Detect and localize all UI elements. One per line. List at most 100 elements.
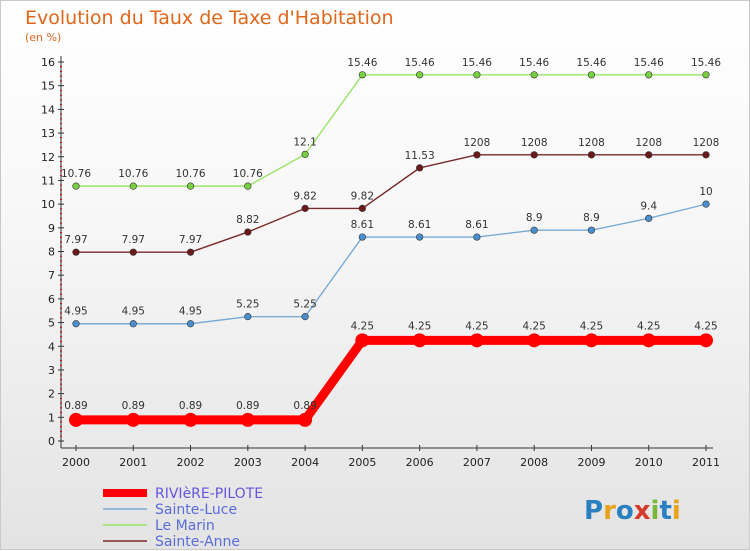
x-tick-label: 2003 <box>234 456 262 469</box>
data-point <box>298 412 313 427</box>
data-label: 10.76 <box>233 168 263 180</box>
data-label: 1208 <box>521 137 548 149</box>
logo-letter: o <box>616 496 634 526</box>
data-point <box>186 182 195 190</box>
data-label: 4.95 <box>64 306 87 318</box>
data-point <box>240 412 255 427</box>
data-point <box>358 71 366 79</box>
data-label: 4.25 <box>408 320 431 332</box>
data-point <box>72 248 80 256</box>
data-label: 0.89 <box>179 400 202 412</box>
y-tick-label: 11 <box>41 174 55 187</box>
data-label: 5.25 <box>293 299 316 311</box>
data-label: 4.95 <box>122 306 145 318</box>
data-label: 1208 <box>693 137 720 149</box>
data-label: 15.46 <box>405 57 435 69</box>
y-tick-label: 9 <box>48 222 55 235</box>
data-point <box>587 226 596 234</box>
x-tick-label: 2005 <box>348 456 376 469</box>
data-point <box>416 233 424 241</box>
legend-label: Le Marin <box>155 518 215 534</box>
data-label: 4.95 <box>179 306 202 318</box>
data-point <box>129 320 137 328</box>
data-point <box>301 204 309 212</box>
y-tick-label: 1 <box>48 411 55 424</box>
logo-letter: x <box>634 496 651 526</box>
x-tick-label: 2006 <box>406 456 434 469</box>
data-point <box>469 333 484 348</box>
data-point <box>72 320 80 328</box>
y-tick-label: 12 <box>41 151 55 164</box>
y-tick-label: 0 <box>48 435 55 448</box>
proxiti-logo: Proxiti <box>584 496 681 526</box>
data-point <box>473 233 481 241</box>
data-point <box>587 71 596 79</box>
data-point <box>355 333 370 348</box>
data-label: 5.25 <box>236 299 259 311</box>
legend-label: Sainte-Anne <box>155 534 240 550</box>
data-label: 4.25 <box>580 320 603 332</box>
x-tick-label: 2001 <box>119 456 147 469</box>
data-label: 15.46 <box>691 57 721 69</box>
data-label: 8.9 <box>583 212 600 224</box>
chart-title: Evolution du Taux de Taxe d'Habitation <box>25 7 394 29</box>
data-label: 1208 <box>635 137 662 149</box>
logo-letter: t <box>659 496 671 526</box>
data-label: 0.89 <box>293 400 316 412</box>
data-label: 9.4 <box>640 200 657 212</box>
data-point <box>186 248 195 256</box>
series-line <box>75 154 707 253</box>
logo-letter: i <box>651 496 660 526</box>
y-tick-label: 10 <box>41 198 55 211</box>
data-label: 4.25 <box>637 320 660 332</box>
data-point <box>358 233 366 241</box>
data-label: 10.76 <box>176 168 206 180</box>
x-tick-label: 2010 <box>635 456 663 469</box>
data-point <box>645 214 653 222</box>
data-point <box>72 182 80 190</box>
y-tick-label: 2 <box>48 388 55 401</box>
data-label: 9.82 <box>293 190 316 202</box>
data-label: 15.46 <box>519 57 549 69</box>
data-label: 7.97 <box>179 234 202 246</box>
data-point <box>702 200 710 208</box>
data-label: 9.82 <box>351 190 374 202</box>
data-label: 8.61 <box>408 219 431 231</box>
data-label: 8.61 <box>465 219 488 231</box>
data-point <box>412 333 427 348</box>
x-tick-label: 2000 <box>62 456 90 469</box>
data-point <box>587 151 596 159</box>
data-point <box>301 313 309 321</box>
logo-letter: P <box>584 496 603 526</box>
data-label: 0.89 <box>236 400 259 412</box>
data-label: 4.25 <box>465 320 488 332</box>
y-tick-label: 13 <box>41 127 55 140</box>
y-tick-label: 6 <box>48 293 55 306</box>
y-tick-label: 3 <box>48 364 55 377</box>
x-tick-label: 2009 <box>577 456 605 469</box>
data-label: 12.1 <box>293 136 316 148</box>
data-point <box>530 226 538 234</box>
legend-label: Sainte-Luce <box>155 502 237 518</box>
data-point <box>358 204 366 212</box>
data-point <box>527 333 542 348</box>
data-label: 4.25 <box>694 320 717 332</box>
data-label: 0.89 <box>64 400 87 412</box>
data-label: 11.53 <box>405 150 435 162</box>
x-tick-label: 2007 <box>463 456 491 469</box>
data-point <box>69 412 83 427</box>
data-label: 4.25 <box>522 320 545 332</box>
data-point <box>530 71 538 79</box>
data-point <box>702 71 710 79</box>
data-label: 10.76 <box>61 168 91 180</box>
data-label: 8.9 <box>526 212 543 224</box>
data-label: 10.76 <box>118 168 148 180</box>
data-label: 15.46 <box>462 57 492 69</box>
data-label: 8.61 <box>351 219 374 231</box>
data-point <box>473 151 481 159</box>
data-point <box>301 150 309 158</box>
x-tick-label: 2002 <box>177 456 205 469</box>
data-label: 15.46 <box>634 57 664 69</box>
